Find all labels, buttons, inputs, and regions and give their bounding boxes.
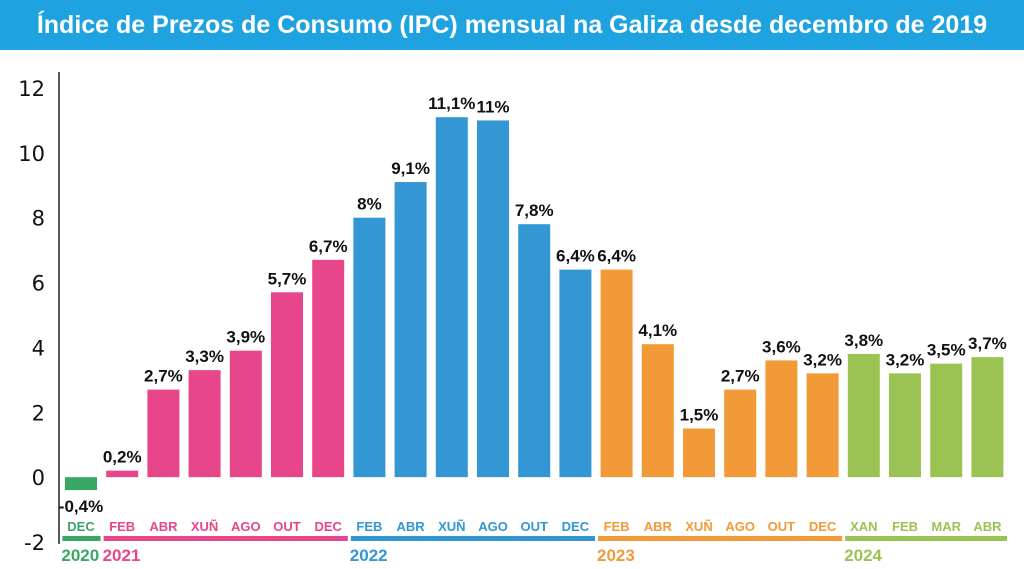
data-label: 2,7% xyxy=(721,367,760,386)
data-label: 6,4% xyxy=(556,247,595,266)
year-strip xyxy=(350,536,595,541)
month-label: DEC xyxy=(562,519,590,534)
y-tick-label: 12 xyxy=(18,77,45,101)
bar xyxy=(435,117,468,478)
month-label: XUÑ xyxy=(685,519,712,534)
month-label: FEB xyxy=(109,519,135,534)
year-strip xyxy=(103,536,348,541)
y-tick-label: 2 xyxy=(32,401,45,425)
month-label: FEB xyxy=(604,519,630,534)
bar xyxy=(683,428,715,478)
month-label: AGO xyxy=(231,519,261,534)
month-label: DEC xyxy=(314,519,342,534)
month-label: ABR xyxy=(397,519,426,534)
y-tick-label: -2 xyxy=(24,531,45,555)
y-tick-label: 0 xyxy=(32,466,45,490)
bar xyxy=(971,357,1004,478)
month-label: OUT xyxy=(768,519,796,534)
month-label: OUT xyxy=(273,519,301,534)
bar xyxy=(806,373,839,478)
bar xyxy=(106,470,139,478)
data-label: 3,9% xyxy=(226,328,265,347)
bar xyxy=(312,259,345,478)
month-label: ABR xyxy=(973,519,1002,534)
data-label: 6,4% xyxy=(597,247,636,266)
bar xyxy=(559,269,592,478)
month-label: XUÑ xyxy=(191,519,218,534)
year-label: 2022 xyxy=(350,546,388,565)
y-tick-label: 4 xyxy=(32,336,45,360)
data-label: 3,6% xyxy=(762,337,801,356)
y-tick-label: 8 xyxy=(32,207,45,231)
year-strip xyxy=(845,536,1007,541)
data-label: 11% xyxy=(476,97,509,116)
data-label: 3,7% xyxy=(968,334,1007,353)
month-label: ABR xyxy=(149,519,178,534)
data-label: 3,3% xyxy=(185,347,224,366)
bar xyxy=(394,182,427,478)
year-strip xyxy=(62,536,101,541)
year-label: 2020 xyxy=(61,546,99,565)
data-label: 11,1% xyxy=(428,94,475,113)
bar xyxy=(724,389,757,478)
data-label: 6,7% xyxy=(309,237,348,256)
month-label: FEB xyxy=(356,519,382,534)
month-label: OUT xyxy=(520,519,548,534)
data-label: 5,7% xyxy=(268,269,307,288)
year-strip xyxy=(598,536,843,541)
bar xyxy=(188,370,221,478)
bar xyxy=(271,292,303,478)
data-label: 1,5% xyxy=(680,406,719,425)
bar xyxy=(765,360,798,478)
bar xyxy=(889,373,921,478)
chart-title: Índice de Prezos de Consumo (IPC) mensua… xyxy=(0,0,1024,50)
data-label: 4,1% xyxy=(638,321,677,340)
data-label: 9,1% xyxy=(391,159,430,178)
bar xyxy=(477,120,509,478)
month-label: MAR xyxy=(931,519,961,534)
year-label: 2024 xyxy=(844,546,882,565)
data-label: 7,8% xyxy=(515,201,554,220)
data-label: -0,4% xyxy=(59,497,103,516)
year-label: 2023 xyxy=(597,546,635,565)
month-label: AGO xyxy=(725,519,755,534)
month-label: FEB xyxy=(892,519,918,534)
data-label: 3,2% xyxy=(803,350,842,369)
data-label: 2,7% xyxy=(144,367,183,386)
month-label: XAN xyxy=(850,519,877,534)
bar xyxy=(600,269,633,478)
bar xyxy=(65,477,97,491)
bar xyxy=(353,217,386,478)
bar xyxy=(518,224,551,478)
month-label: ABR xyxy=(644,519,673,534)
bar xyxy=(641,344,674,478)
bar xyxy=(930,363,963,478)
month-label: AGO xyxy=(478,519,508,534)
month-label: DEC xyxy=(809,519,837,534)
bar xyxy=(147,389,180,478)
month-label: DEC xyxy=(67,519,95,534)
data-label: 3,8% xyxy=(844,331,883,350)
month-label: XUÑ xyxy=(438,519,465,534)
data-label: 0,2% xyxy=(103,448,142,467)
year-label: 2021 xyxy=(103,546,141,565)
data-label: 8% xyxy=(357,195,382,214)
data-label: 3,2% xyxy=(886,350,925,369)
bar xyxy=(229,350,262,478)
data-label: 3,5% xyxy=(927,341,966,360)
y-tick-label: 6 xyxy=(32,272,45,296)
bar xyxy=(847,353,880,478)
y-tick-label: 10 xyxy=(18,142,45,166)
